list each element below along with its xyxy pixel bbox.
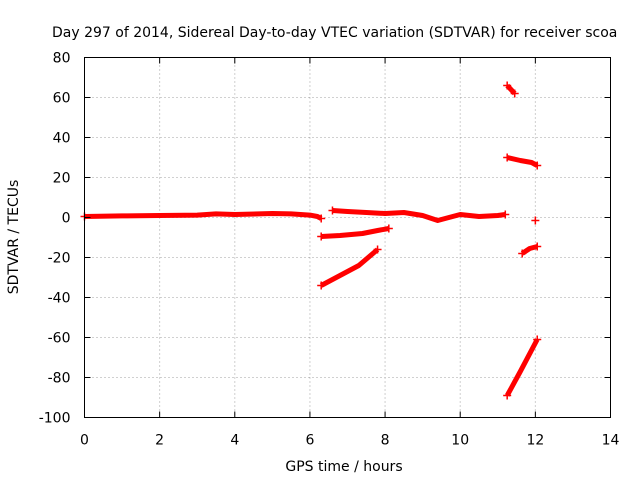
tick-labels: 0 2 4 6 8 10 12 14 -100 -80 -60 -40 -20 0 20 40 60 80 bbox=[39, 51, 620, 449]
x-tick-label: 6 bbox=[305, 433, 314, 449]
x-tick-label: 12 bbox=[526, 433, 544, 449]
data-series-segment-1 bbox=[84, 211, 323, 221]
data-point bbox=[503, 81, 512, 90]
data-point bbox=[317, 232, 326, 241]
data-point bbox=[384, 224, 393, 233]
x-axis-label: GPS time / hours bbox=[285, 459, 402, 475]
data-point bbox=[533, 161, 542, 170]
x-tick-label: 2 bbox=[155, 433, 164, 449]
data-point bbox=[518, 249, 527, 258]
x-tick-label: 14 bbox=[602, 433, 620, 449]
chart-title: Day 297 of 2014, Sidereal Day-to-day VTE… bbox=[52, 25, 617, 41]
data-point bbox=[533, 335, 542, 344]
y-tick-label: 20 bbox=[53, 171, 71, 187]
data-point bbox=[503, 153, 512, 162]
data-point bbox=[317, 214, 326, 223]
data-series-segment-2 bbox=[321, 226, 390, 239]
data-series-segment-5 bbox=[505, 83, 517, 96]
y-tick-label: -80 bbox=[48, 371, 71, 387]
grid-lines bbox=[84, 57, 611, 418]
data-point bbox=[328, 206, 337, 215]
data-point bbox=[503, 391, 512, 400]
x-tick-label: 10 bbox=[451, 433, 469, 449]
x-tick-label: 8 bbox=[381, 433, 390, 449]
data-point bbox=[317, 281, 326, 290]
y-tick-label: 40 bbox=[53, 131, 71, 147]
plot-frame bbox=[84, 57, 611, 418]
data-point bbox=[510, 89, 519, 98]
data-point bbox=[533, 242, 542, 251]
y-tick-label: 60 bbox=[53, 91, 71, 107]
axis-ticks bbox=[84, 57, 611, 418]
x-tick-label: 4 bbox=[230, 433, 239, 449]
data-series-segment-4 bbox=[332, 208, 506, 223]
y-tick-label: 0 bbox=[62, 211, 71, 227]
data-point bbox=[373, 245, 382, 254]
data-series-segment-6 bbox=[506, 155, 539, 168]
data-point bbox=[531, 216, 540, 225]
y-tick-label: -100 bbox=[39, 411, 71, 427]
data-series-segment-3 bbox=[320, 247, 380, 288]
y-tick-label: -60 bbox=[48, 331, 71, 347]
data-series bbox=[80, 81, 542, 400]
data-series-segment-9 bbox=[505, 338, 540, 397]
x-tick-label: 0 bbox=[80, 433, 89, 449]
data-point bbox=[501, 210, 510, 219]
y-tick-label: -20 bbox=[48, 251, 71, 267]
y-axis-label: SDTVAR / TECUs bbox=[6, 180, 22, 295]
y-tick-label: -40 bbox=[48, 291, 71, 307]
y-tick-label: 80 bbox=[53, 51, 71, 67]
